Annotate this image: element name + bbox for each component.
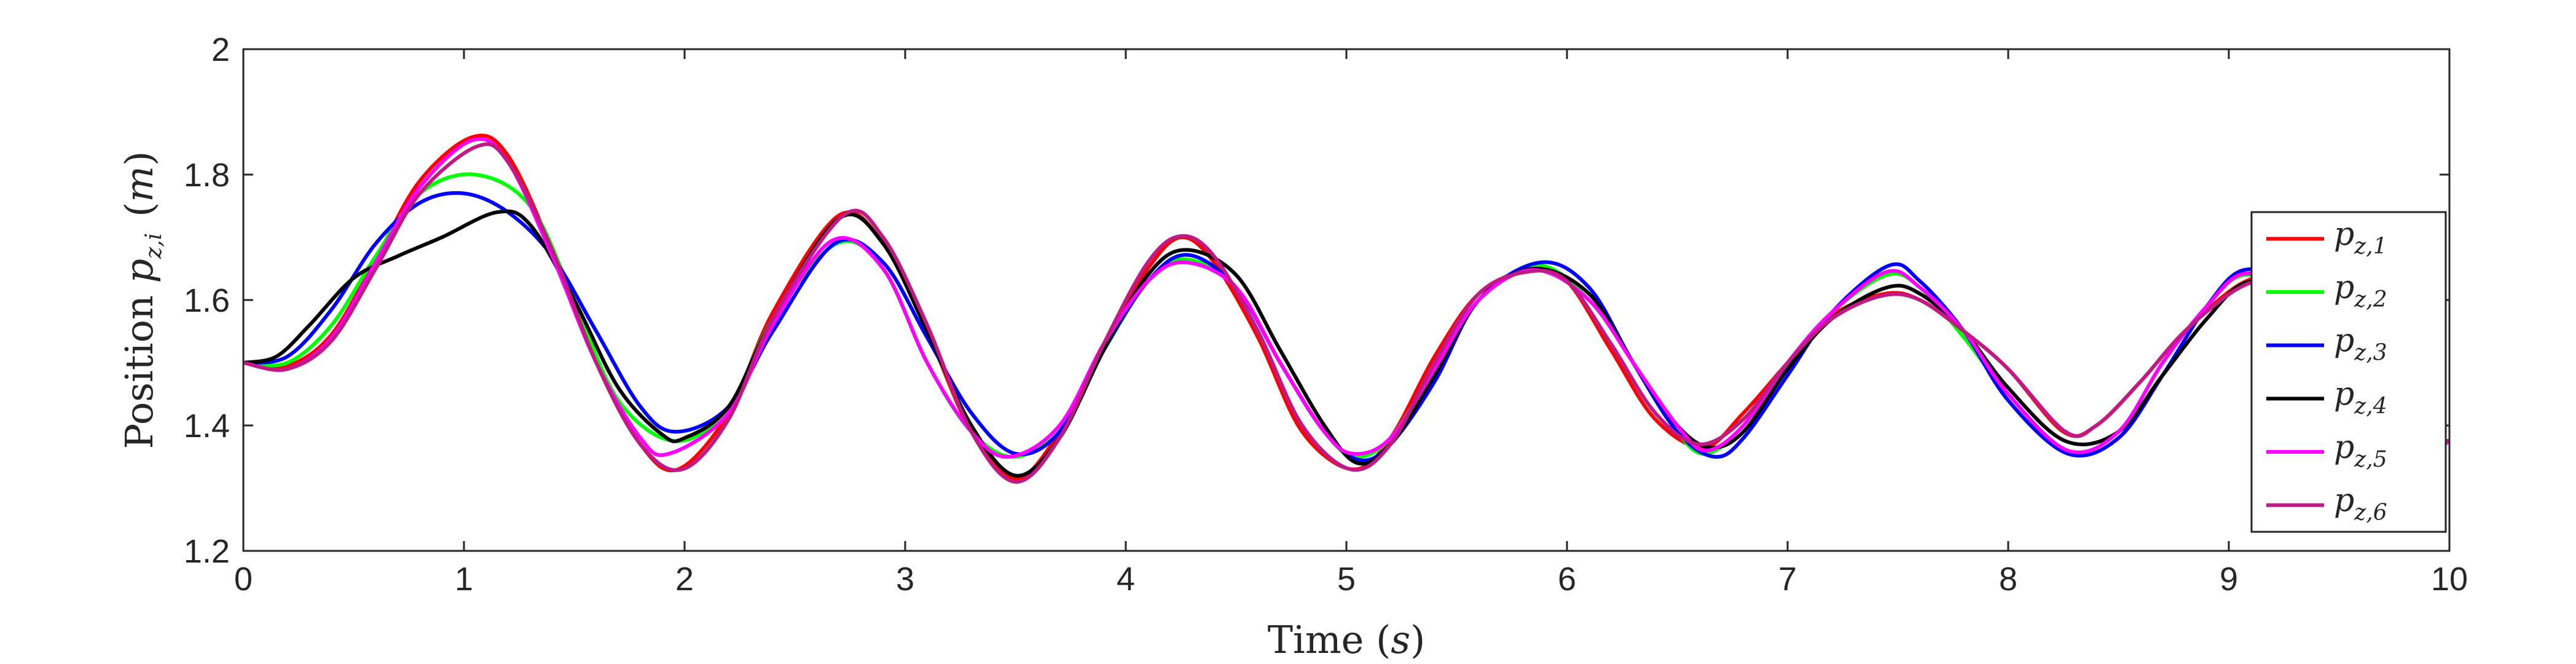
y-tick-label: 1.8 (184, 157, 230, 194)
x-tick-label: 2 (675, 561, 694, 598)
x-tick-label: 5 (1337, 561, 1356, 598)
axis-titles: Time (s) Position pz,i (m) (117, 151, 1425, 662)
y-tick-label: 1.6 (184, 282, 230, 319)
x-axis-label: Time (s) (1268, 617, 1426, 662)
series-layer (243, 133, 2449, 484)
x-tick-label: 0 (234, 561, 253, 598)
y-tick-label: 1.2 (184, 533, 230, 570)
x-tick-label: 10 (2431, 561, 2468, 598)
tick-layer: 0 1 2 3 4 5 6 7 8 9 10 1.2 1.4 1.6 1.8 2 (184, 31, 2468, 598)
x-tick-label: 9 (2220, 561, 2238, 598)
y-axis-label: Position pz,i (m) (117, 151, 167, 449)
legend: pz,1 pz,2 pz,3 pz,4 pz,5 pz,6 (2250, 211, 2447, 533)
y-tick-label: 1.4 (184, 408, 230, 445)
legend-label-4: pz,4 (2334, 376, 2390, 419)
x-tick-label: 1 (455, 561, 473, 598)
series-line-3 (243, 191, 2449, 462)
legend-label-3: pz,3 (2334, 323, 2390, 366)
legend-label-6: pz,6 (2334, 483, 2390, 526)
legend-label-5: pz,5 (2334, 429, 2390, 472)
x-tick-label: 7 (1778, 561, 1797, 598)
x-tick-label: 4 (1117, 561, 1135, 598)
series-line-6 (243, 142, 2449, 484)
y-tick-label: 2 (211, 31, 230, 68)
legend-box (2250, 211, 2447, 533)
legend-label-2: pz,2 (2334, 269, 2390, 312)
x-tick-label: 6 (1558, 561, 1576, 598)
series-line-4 (243, 209, 2449, 478)
x-tick-label: 8 (1999, 561, 2017, 598)
legend-label-1: pz,1 (2334, 216, 2390, 259)
x-tick-label: 3 (896, 561, 914, 598)
